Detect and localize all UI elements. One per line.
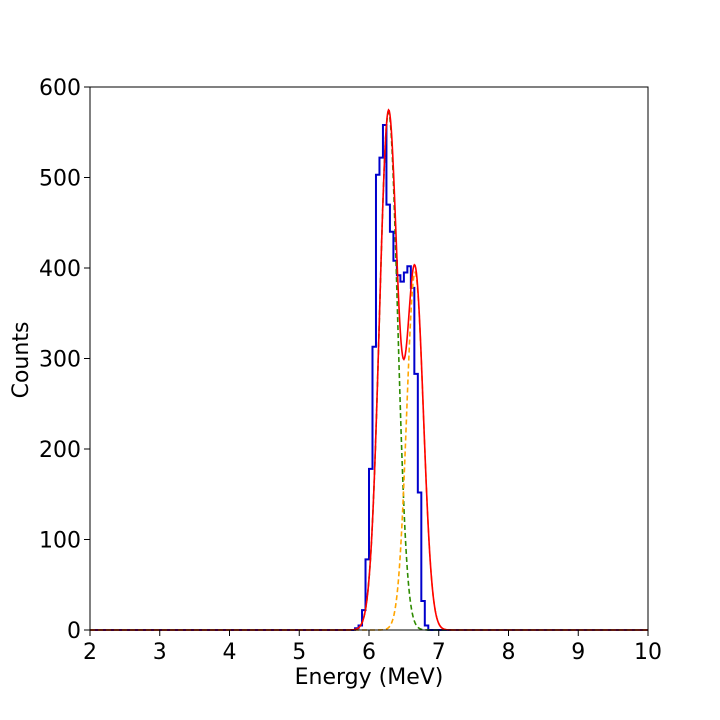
x-tick-label: 4 [223, 640, 237, 665]
x-axis-label: Energy (MeV) [295, 665, 444, 690]
x-tick-label: 6 [362, 640, 376, 665]
y-tick-label: 300 [39, 348, 81, 373]
x-tick-label: 5 [292, 640, 306, 665]
y-tick-label: 0 [67, 619, 81, 644]
y-axis-label: Counts [9, 322, 34, 399]
y-axis: 0 100 200 300 400 500 600 [39, 76, 90, 644]
x-tick-label: 10 [634, 640, 662, 665]
x-tick-label: 7 [432, 640, 446, 665]
y-tick-label: 600 [39, 76, 81, 101]
x-tick-label: 8 [502, 640, 516, 665]
y-tick-label: 100 [39, 529, 81, 554]
x-tick-label: 9 [571, 640, 585, 665]
y-tick-label: 400 [39, 257, 81, 282]
x-tick-label: 2 [83, 640, 97, 665]
y-tick-label: 500 [39, 167, 81, 192]
histogram-series [90, 124, 648, 631]
x-tick-label: 3 [153, 640, 167, 665]
y-tick-label: 200 [39, 438, 81, 463]
x-axis: 2 3 4 5 6 7 8 9 10 [83, 630, 662, 665]
